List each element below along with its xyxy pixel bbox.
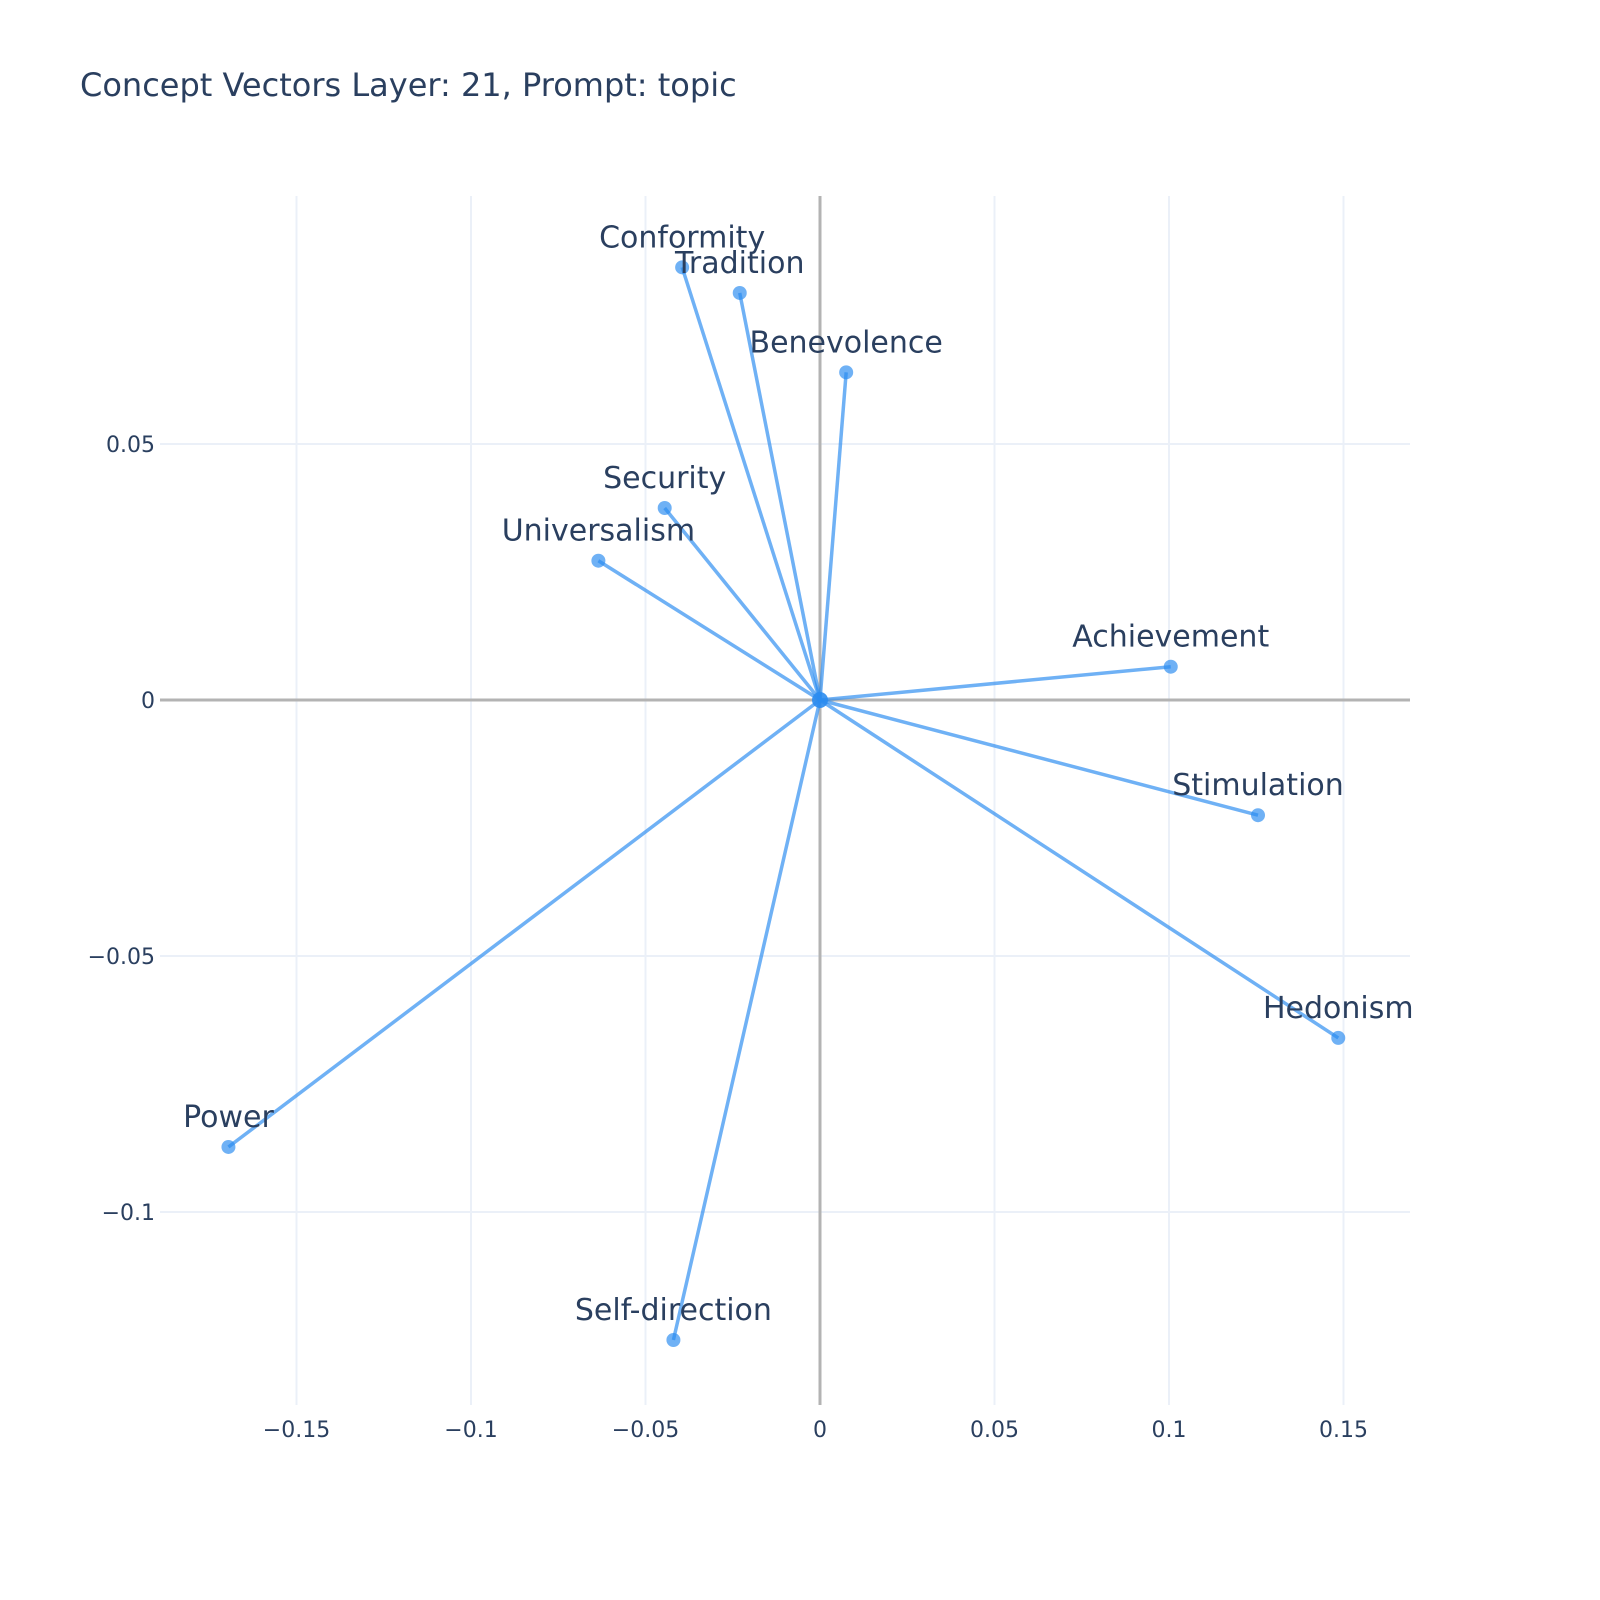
- point-label: Hedonism: [1263, 991, 1414, 1026]
- data-point: [591, 553, 606, 568]
- y-tick-label: 0.05: [106, 433, 155, 458]
- chart-title: Concept Vectors Layer: 21, Prompt: topic: [80, 66, 737, 104]
- vector-line: [227, 698, 822, 1149]
- data-point: [1250, 808, 1265, 823]
- point-label: Achievement: [1072, 620, 1269, 655]
- vector-line: [738, 292, 822, 701]
- vector-line: [819, 664, 1171, 702]
- y-tick-label: −0.05: [88, 945, 155, 970]
- data-point: [666, 1333, 681, 1347]
- data-point: [839, 365, 854, 380]
- data-point: [1331, 1030, 1346, 1045]
- vector-line: [818, 372, 848, 701]
- x-tick-label: 0.1: [1152, 1418, 1187, 1443]
- point-label: Self-direction: [575, 1293, 772, 1328]
- data-point: [221, 1139, 236, 1154]
- vector-line: [680, 266, 822, 701]
- x-tick-label: 0.05: [970, 1418, 1019, 1443]
- origin-point: [812, 692, 828, 708]
- data-point: [1163, 659, 1178, 674]
- point-label: Benevolence: [749, 325, 942, 360]
- point-label: Tradition: [674, 246, 804, 281]
- vector-line: [597, 559, 821, 702]
- x-tick-label: −0.15: [263, 1418, 330, 1443]
- vector-line: [819, 698, 1259, 817]
- x-tick-label: −0.05: [612, 1418, 679, 1443]
- data-point: [675, 260, 690, 275]
- x-tick-label: 0: [813, 1418, 827, 1443]
- point-label: Universalism: [502, 514, 695, 549]
- data-point: [657, 501, 672, 515]
- zero-lines: [160, 196, 1410, 1405]
- data-point: [732, 285, 747, 300]
- point-label: Security: [603, 461, 726, 496]
- vector-line: [671, 699, 822, 1341]
- x-tick-label: 0.15: [1319, 1418, 1368, 1443]
- point-label: Conformity: [599, 220, 765, 255]
- vectors: [227, 266, 1340, 1341]
- y-tick-label: 0: [141, 689, 155, 714]
- grid: [160, 196, 1410, 1405]
- point-label: Power: [183, 1100, 274, 1135]
- vector-line: [819, 698, 1340, 1040]
- tick-labels: −0.15 −0.1 −0.05 0 0.05 0.1 0.15 0.05 0 −0.05 −0.1: [88, 433, 1368, 1443]
- vector-line: [663, 506, 822, 702]
- points: [221, 260, 1346, 1347]
- x-tick-label: −0.1: [444, 1418, 497, 1443]
- y-tick-label: −0.1: [102, 1201, 155, 1226]
- point-label: Stimulation: [1172, 768, 1344, 803]
